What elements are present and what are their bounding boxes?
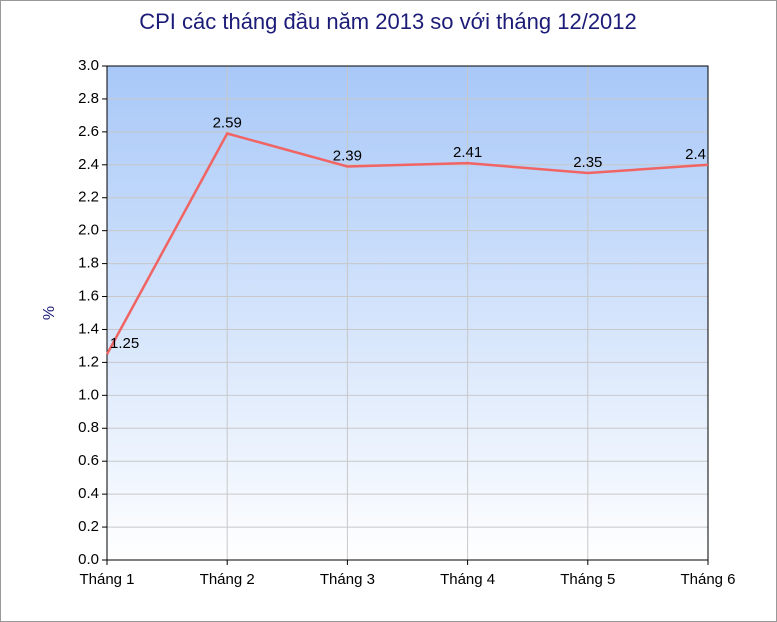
y-tick-label: 1.6: [78, 288, 99, 305]
y-tick-label: 0.4: [78, 485, 99, 502]
y-tick-label: 0.2: [78, 518, 99, 535]
y-tick-label: 0.6: [78, 452, 99, 469]
y-tick-label: 0.8: [78, 419, 99, 436]
data-label: 2.35: [573, 154, 602, 171]
x-tick-label: Tháng 4: [440, 571, 495, 588]
y-tick-label: 2.0: [78, 222, 99, 239]
y-tick-label: 2.4: [78, 156, 99, 173]
y-tick-label: 0.0: [78, 551, 99, 568]
x-tick-label: Tháng 5: [560, 571, 615, 588]
y-tick-label: 1.2: [78, 353, 99, 370]
x-tick-label: Tháng 1: [79, 571, 134, 588]
data-label: 1.25: [110, 335, 139, 352]
y-axis-label: %: [41, 306, 58, 320]
data-label: 2.59: [213, 114, 242, 131]
data-line: [105, 132, 709, 355]
x-tick-label: Tháng 6: [680, 571, 735, 588]
data-label: 2.41: [453, 144, 482, 161]
data-label: 2.4: [685, 146, 706, 163]
y-tick-label: 3.0: [78, 57, 99, 74]
y-tick-label: 1.8: [78, 255, 99, 272]
y-tick-label: 2.8: [78, 90, 99, 107]
plot-border: [106, 65, 709, 561]
chart-title: CPI các tháng đầu năm 2013 so với tháng …: [139, 9, 637, 34]
y-tick-label: 2.6: [78, 123, 99, 140]
plot-area: [107, 66, 708, 560]
x-tick-label: Tháng 2: [200, 571, 255, 588]
y-tick-label: 1.0: [78, 386, 99, 403]
data-label: 2.39: [333, 147, 362, 164]
x-tick-label: Tháng 3: [320, 571, 375, 588]
y-tick-label: 1.4: [78, 320, 99, 337]
y-tick-label: 2.2: [78, 189, 99, 206]
